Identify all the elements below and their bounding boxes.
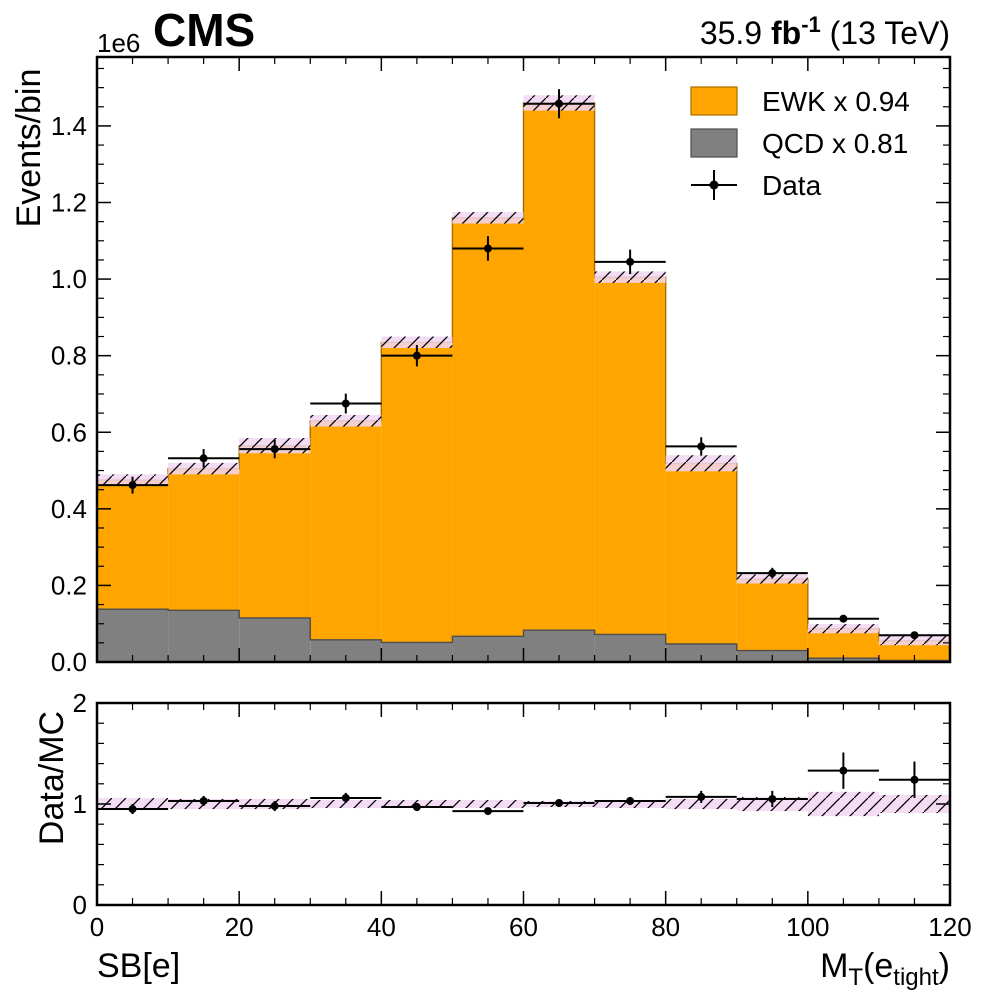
ewk-bar: [310, 420, 382, 640]
ratio-uncertainty-hatch: [665, 798, 737, 810]
experiment-label: CMS: [153, 4, 255, 56]
ratio-point: [839, 766, 848, 775]
mc-uncertainty-hatch: [807, 624, 879, 634]
y-tick-label: 0.4: [51, 494, 87, 524]
ewk-bar: [168, 468, 240, 611]
main-plot-panel: 0.0 0.2 0.4 0.6 0.8 1.0 1.2 1.4 Events/bin: [10, 55, 952, 677]
legend: EWK x 0.94 QCD x 0.81 Data: [690, 86, 910, 201]
ewk-bar: [523, 102, 595, 631]
ratio-points-layer: [97, 752, 950, 816]
x-tick-label: 0: [90, 912, 104, 942]
y-scale-exponent: 1e6: [97, 28, 140, 58]
qcd-bar: [168, 610, 240, 662]
ratio-point: [697, 792, 706, 801]
x-axis-label: MT(etight): [820, 947, 950, 991]
data-point: [199, 454, 208, 463]
data-point: [270, 445, 279, 454]
x-tick-label: 100: [786, 912, 829, 942]
y-tick-label: 1.0: [51, 264, 87, 294]
data-point: [839, 614, 848, 623]
y-tick-label: 0.0: [51, 647, 87, 677]
mc-uncertainty-hatch: [452, 212, 524, 224]
data-point: [483, 244, 492, 253]
stack-layer: [96, 102, 951, 662]
data-point: [626, 257, 635, 266]
ewk-bar: [878, 640, 950, 661]
ratio-point: [626, 796, 635, 805]
ratio-point: [768, 794, 777, 803]
ratio-point: [341, 793, 350, 802]
ewk-bar: [381, 342, 453, 643]
ewk-bar: [594, 277, 666, 635]
data-point: [341, 399, 350, 408]
ratio-y-axis-label: Data/MC: [33, 711, 71, 845]
ratio-uncertainty-hatch: [310, 799, 382, 809]
ewk-bar: [239, 445, 311, 618]
data-point: [555, 99, 564, 108]
mc-uncertainty-hatch: [381, 336, 453, 349]
data-points-layer: [97, 89, 950, 640]
ewk-bar: [807, 628, 879, 659]
data-point: [697, 442, 706, 451]
ewk-outline: [96, 102, 951, 662]
ratio-plot-frame: [95, 701, 952, 907]
qcd-bar: [310, 639, 382, 662]
y-axis-label: Events/bin: [10, 69, 48, 228]
y-tick-label: 0.8: [51, 341, 87, 371]
ratio-uncertainty-hatch: [452, 799, 524, 809]
y-tick-label: 1.4: [51, 111, 87, 141]
ratio-point: [128, 805, 137, 814]
ratio-point: [483, 807, 492, 816]
mc-uncertainty-hatch: [878, 635, 950, 646]
qcd-bar: [97, 609, 169, 662]
ewk-bar: [736, 578, 808, 651]
legend-data-marker: [709, 180, 719, 190]
ratio-point: [412, 803, 421, 812]
region-label: SB[e]: [97, 947, 180, 985]
x-tick-label: 60: [509, 912, 538, 942]
legend-label-data: Data: [762, 170, 822, 201]
qcd-bar: [239, 617, 311, 662]
mc-uncertainty-hatch: [665, 455, 737, 472]
ratio-point: [199, 796, 208, 805]
main-plot-frame: [95, 55, 952, 664]
ratio-y-tick-label: 1: [73, 789, 87, 819]
qcd-bar: [381, 642, 453, 662]
data-point: [910, 631, 919, 640]
ratio-y-tick-label: 2: [73, 688, 87, 718]
ratio-uncertainty-hatch: [807, 791, 879, 817]
mc-uncertainty-hatch: [168, 462, 240, 475]
legend-label-ewk: EWK x 0.94: [762, 86, 910, 117]
ratio-point: [910, 775, 919, 784]
ratio-point: [270, 802, 279, 811]
ratio-y-tick-label: 0: [73, 890, 87, 920]
ratio-point: [555, 798, 564, 807]
legend-swatch-qcd: [690, 128, 738, 158]
ratio-uncertainty-hatch: [878, 794, 950, 814]
qcd-bar: [665, 644, 737, 662]
mc-uncertainty-hatch: [310, 415, 382, 427]
ewk-bar: [97, 480, 169, 610]
ratio-uncertainty-layer: [97, 791, 950, 817]
mc-uncertainty-hatch: [594, 271, 666, 283]
y-tick-label: 1.2: [51, 188, 87, 218]
legend-label-qcd: QCD x 0.81: [762, 128, 908, 159]
data-point: [412, 351, 421, 360]
mc-uncertainty-hatch: [736, 574, 808, 584]
x-tick-label: 120: [928, 912, 971, 942]
x-tick-label: 40: [367, 912, 396, 942]
data-point: [768, 569, 777, 578]
y-tick-label: 0.2: [51, 570, 87, 600]
x-tick-label: 80: [651, 912, 680, 942]
luminosity-label: 35.9 fb-1 (13 TeV): [700, 12, 950, 51]
ewk-bar: [452, 217, 524, 637]
data-point: [128, 481, 137, 490]
x-tick-label: 20: [225, 912, 254, 942]
ewk-bar: [665, 463, 737, 645]
legend-swatch-ewk: [690, 86, 738, 116]
y-tick-label: 0.6: [51, 417, 87, 447]
